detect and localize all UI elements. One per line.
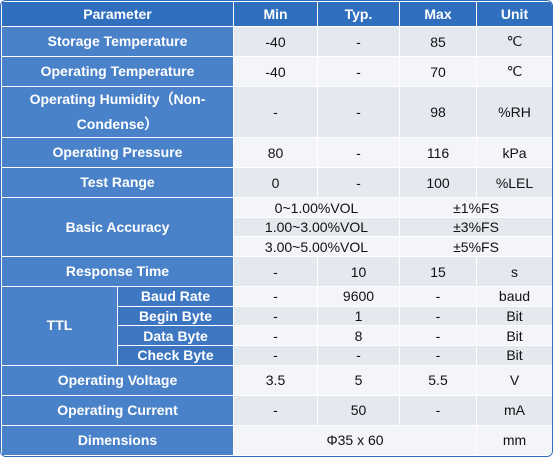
param-dimensions: Dimensions: [1, 424, 234, 456]
cell-typ: 1: [317, 305, 400, 327]
param-operating-current: Operating Current: [1, 394, 234, 426]
cell-typ: 10: [317, 256, 400, 288]
cell-min: -: [233, 86, 318, 139]
cell-unit: V: [476, 364, 552, 396]
cell-max: -: [399, 286, 477, 307]
cell-min: -40: [233, 25, 318, 58]
param-baud-rate: Baud Rate: [117, 286, 234, 307]
cell-min: -: [233, 394, 318, 426]
cell-typ: -: [317, 25, 400, 58]
cell-unit: %LEL: [476, 167, 552, 199]
table-row: Basic Accuracy 0~1.00%VOL ±1%FS: [1, 197, 552, 258]
table-row: Data Byte - 8 - Bit: [2, 325, 552, 347]
cell-typ: -: [317, 56, 400, 88]
cell-min: 0: [233, 167, 318, 199]
cell-unit: Bit: [476, 345, 552, 366]
table-row: Test Range 0 - 100 %LEL: [1, 167, 552, 199]
param-basic-accuracy: Basic Accuracy: [1, 197, 234, 258]
accuracy-value: ±1%FS: [399, 197, 552, 218]
cell-unit: %RH: [476, 86, 552, 139]
table-row: TTL Baud Rate - 9600 - baud: [1, 286, 552, 366]
cell-unit: s: [476, 256, 552, 288]
table-row: 3.00~5.00%VOL ±5%FS: [2, 236, 552, 258]
accuracy-range: 3.00~5.00%VOL: [233, 236, 400, 258]
param-check-byte: Check Byte: [117, 345, 234, 366]
cell-typ: -: [317, 167, 400, 199]
cell-max: -: [399, 305, 477, 327]
header-max: Max: [399, 1, 477, 27]
param-storage-temperature: Storage Temperature: [1, 25, 234, 58]
cell-typ: -: [317, 86, 400, 139]
cell-min: -: [233, 256, 318, 288]
cell-max: 15: [399, 256, 477, 288]
param-label-line: Condense）: [76, 116, 159, 133]
table-row: Operating Pressure 80 - 116 kPa: [1, 137, 552, 169]
cell-min: 80: [233, 137, 318, 169]
cell-min: -: [233, 286, 318, 307]
cell-max: -: [399, 345, 477, 366]
cell-typ: 5: [317, 364, 400, 396]
table-row: 1.00~3.00%VOL ±3%FS: [2, 216, 552, 238]
cell-unit: kPa: [476, 137, 552, 169]
param-operating-humidity: Operating Humidity（Non- Condense）: [1, 86, 234, 139]
accuracy-range: 0~1.00%VOL: [233, 197, 400, 218]
cell-max: 5.5: [399, 364, 477, 396]
cell-max: -: [399, 325, 477, 347]
param-begin-byte: Begin Byte: [117, 305, 234, 327]
table-row: Dimensions Φ35 x 60 mm: [1, 424, 552, 456]
param-label-line: Operating Humidity（Non-: [29, 91, 206, 108]
param-test-range: Test Range: [1, 167, 234, 199]
accuracy-range: 1.00~3.00%VOL: [233, 216, 400, 238]
param-ttl: TTL: [1, 286, 118, 366]
cell-typ: 9600: [317, 286, 400, 307]
header-typ: Typ.: [317, 1, 400, 27]
table-row: Operating Voltage 3.5 5 5.5 V: [1, 364, 552, 396]
cell-typ: 50: [317, 394, 400, 426]
cell-min: -: [233, 325, 318, 347]
table-row: Response Time - 10 15 s: [1, 256, 552, 288]
cell-unit: Bit: [476, 305, 552, 327]
cell-typ: 8: [317, 325, 400, 347]
cell-typ: -: [317, 137, 400, 169]
table-row: Operating Temperature -40 - 70 ℃: [1, 56, 552, 88]
header-row: Parameter Min Typ. Max Unit: [1, 1, 552, 27]
header-parameter: Parameter: [1, 1, 234, 27]
param-operating-voltage: Operating Voltage: [1, 364, 234, 396]
cell-min: 3.5: [233, 364, 318, 396]
cell-unit: Bit: [476, 325, 552, 347]
cell-min: -: [233, 345, 318, 366]
cell-max: 85: [399, 25, 477, 58]
accuracy-value: ±3%FS: [399, 216, 552, 238]
table-row: Operating Humidity（Non- Condense） - - 98…: [1, 86, 552, 139]
cell-max: 98: [399, 86, 477, 139]
cell-unit: mA: [476, 394, 552, 426]
cell-min: -40: [233, 56, 318, 88]
param-operating-pressure: Operating Pressure: [1, 137, 234, 169]
header-unit: Unit: [476, 1, 552, 27]
cell-unit: ℃: [476, 56, 552, 88]
table-row: Operating Current - 50 - mA: [1, 394, 552, 426]
cell-max: -: [399, 394, 477, 426]
table-row: Storage Temperature -40 - 85 ℃: [1, 25, 552, 58]
table-row: Check Byte - - - Bit: [2, 345, 552, 366]
cell-max: 100: [399, 167, 477, 199]
param-response-time: Response Time: [1, 256, 234, 288]
param-data-byte: Data Byte: [117, 325, 234, 347]
cell-max: 116: [399, 137, 477, 169]
cell-unit: ℃: [476, 25, 552, 58]
table-row: Begin Byte - 1 - Bit: [2, 305, 552, 327]
header-min: Min: [233, 1, 318, 27]
cell-min: -: [233, 305, 318, 327]
param-operating-temperature: Operating Temperature: [1, 56, 234, 88]
cell-unit: baud: [476, 286, 552, 307]
cell-typ: -: [317, 345, 400, 366]
accuracy-value: ±5%FS: [399, 236, 552, 258]
cell-unit: mm: [476, 424, 552, 456]
cell-max: 70: [399, 56, 477, 88]
cell-dimensions-value: Φ35 x 60: [233, 424, 477, 456]
